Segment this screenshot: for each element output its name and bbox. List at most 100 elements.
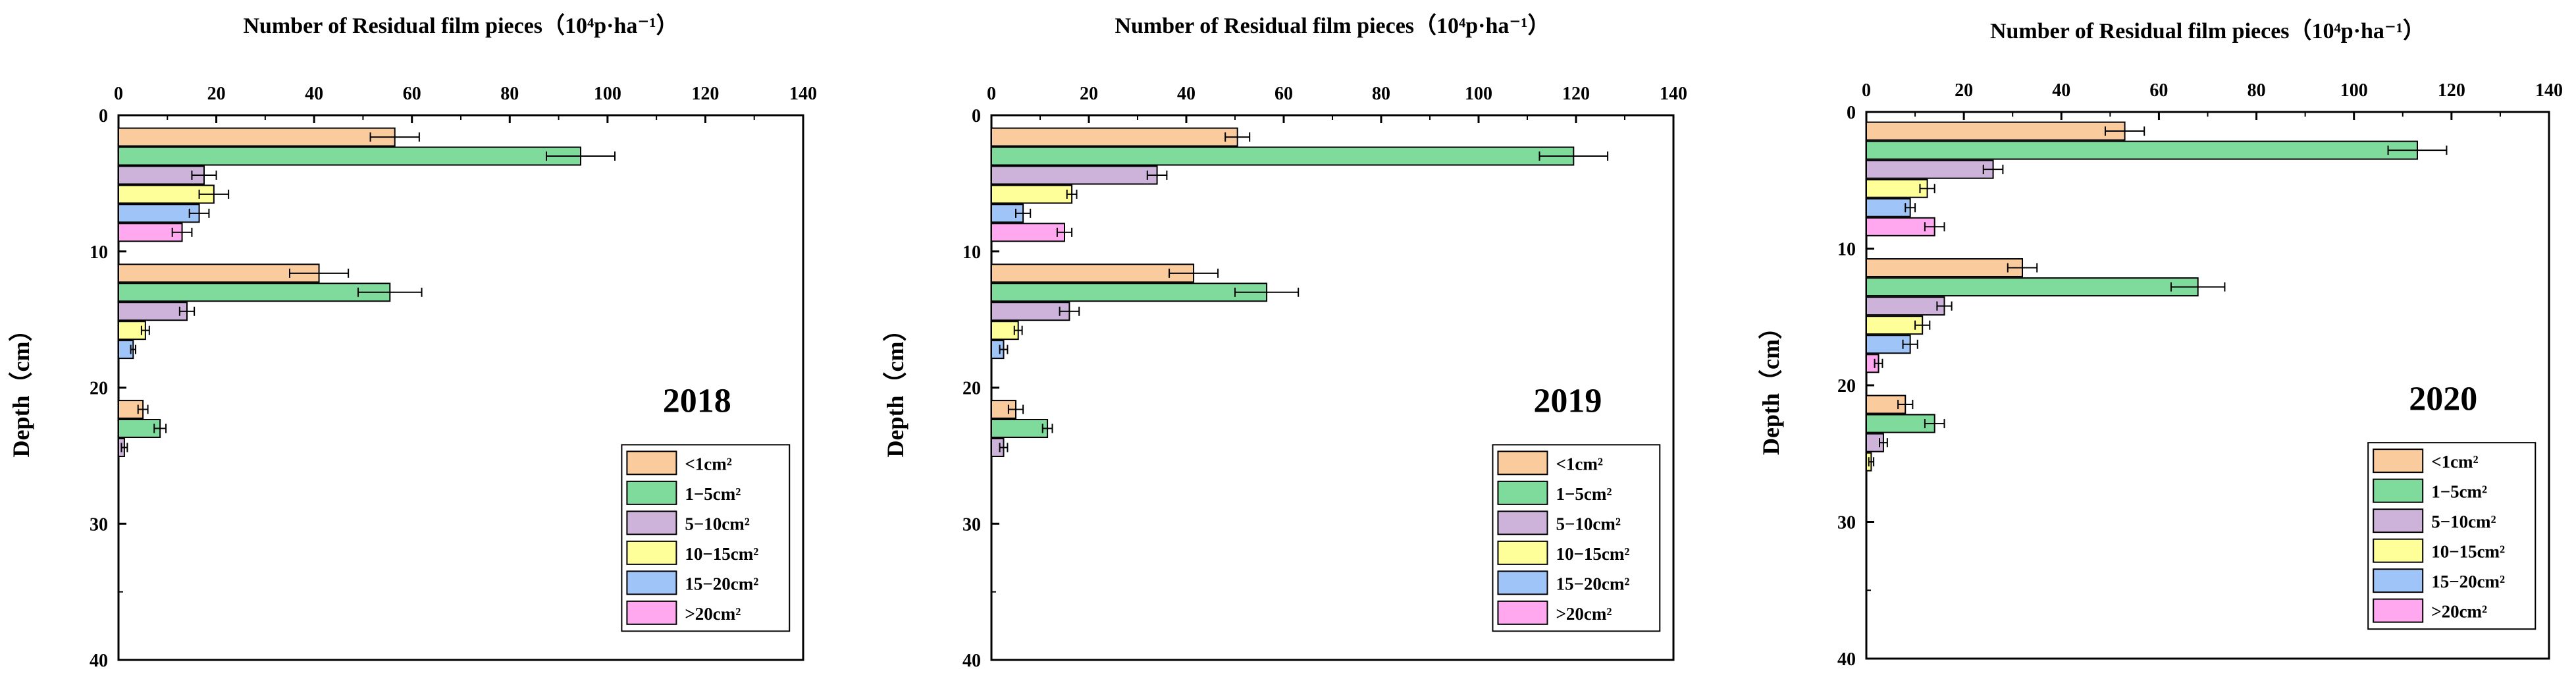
bar-0-0 [1866,121,2126,141]
x-tick-label: 60 [403,84,421,104]
y-tick-label: 40 [962,651,981,671]
legend-swatch [2373,508,2424,533]
bar-0-1 [1866,258,2024,278]
bar-4-0 [991,204,1024,223]
legend-label: 10−15cm² [2431,542,2505,562]
legend-label: 10−15cm² [685,544,758,564]
x-tick-label: 40 [1177,84,1196,104]
bar-2-0 [991,165,1158,185]
bar-1-0 [991,146,1575,166]
legend-box [1492,444,1661,632]
bar-1-1 [118,283,391,302]
x-tick-label: 40 [305,84,323,104]
legend-swatch [1497,600,1548,625]
legend-label: 10−15cm² [1556,544,1629,564]
y-tick-label: 40 [1837,649,1856,670]
bar-1-1 [1866,277,2199,297]
legend-label: >20cm² [1556,604,1612,624]
legend-label: 1−5cm² [685,484,741,504]
y-axis-label: Depth（cm） [8,318,34,458]
bar-2-1 [991,302,1070,321]
y-tick-label: 0 [972,106,981,126]
x-tick-label: 20 [1955,80,1973,101]
y-tick-label: 20 [962,379,981,399]
bar-3-0 [118,184,215,204]
legend-label: >20cm² [2431,602,2487,622]
legend-swatch [2373,478,2424,503]
legend-swatch [1497,450,1548,476]
bar-3-1 [1866,315,1924,335]
year-label: 2018 [663,383,731,420]
legend-label: 15−20cm² [2431,572,2505,591]
bar-1-2 [118,419,161,439]
x-tick-label: 0 [114,84,123,104]
bar-0-0 [118,127,396,147]
legend-label: <1cm² [685,454,731,474]
bar-2-0 [1866,159,1994,179]
legend-label: 1−5cm² [1556,484,1612,504]
legend-swatch [2373,568,2424,593]
y-tick-label: 20 [90,379,108,399]
y-tick-label: 30 [1837,513,1856,533]
bar-3-0 [1866,178,1928,198]
bar-2-1 [1866,296,1945,316]
axis-title: Number of Residual film pieces（10⁴p·ha⁻¹… [1990,18,2425,43]
bar-1-1 [991,283,1268,302]
bar-1-2 [1866,414,1935,433]
legend-swatch [1497,480,1548,505]
legend-label: 15−20cm² [1556,574,1629,593]
x-tick-label: 140 [1660,84,1687,104]
bar-1-0 [1866,140,2419,160]
legend-swatch [1497,570,1548,595]
y-tick-label: 40 [90,651,108,671]
bar-1-2 [991,419,1049,439]
bar-1-0 [118,146,581,166]
bar-4-0 [1866,198,1911,217]
legend-swatch [2373,538,2424,563]
y-axis-label: Depth（cm） [882,318,908,458]
legend-label: 5−10cm² [1556,514,1620,533]
y-tick-label: 20 [1837,376,1856,396]
bar-2-1 [118,302,188,321]
x-tick-label: 80 [2247,80,2266,101]
legend-swatch [626,570,677,595]
x-tick-label: 120 [691,84,719,104]
x-tick-label: 100 [594,84,621,104]
x-tick-label: 0 [1862,80,1871,101]
y-tick-label: 10 [90,242,108,263]
legend-label: 5−10cm² [2431,512,2496,531]
x-tick-label: 20 [207,84,226,104]
legend-label: 5−10cm² [685,514,749,533]
legend-swatch [626,510,677,535]
x-tick-label: 20 [1080,84,1098,104]
bar-0-1 [991,263,1195,283]
bar-5-0 [118,223,183,242]
chart-panel-2018: Number of Residual film pieces（10⁴p·ha⁻¹… [8,13,817,671]
legend-label: <1cm² [2431,452,2478,472]
bar-0-0 [991,127,1238,147]
x-tick-label: 120 [1562,84,1590,104]
x-tick-label: 80 [1372,84,1390,104]
year-label: 2019 [1533,383,1602,420]
legend-swatch [2373,598,2424,623]
legend-swatch [1497,540,1548,565]
x-tick-label: 120 [2438,80,2465,101]
bar-3-0 [991,184,1073,204]
x-tick-label: 100 [1465,84,1492,104]
legend-label: 1−5cm² [2431,482,2487,502]
legend-label: >20cm² [685,604,741,624]
x-tick-label: 60 [2149,80,2168,101]
y-tick-label: 0 [1847,103,1856,123]
bar-5-0 [991,223,1065,242]
legend-swatch [626,600,677,625]
y-tick-label: 30 [90,514,108,535]
x-tick-label: 140 [2535,80,2563,101]
chart-panel-2020: Number of Residual film pieces（10⁴p·ha⁻¹… [1758,18,2563,670]
bar-0-1 [118,263,320,283]
y-tick-label: 10 [962,242,981,263]
x-tick-label: 140 [789,84,817,104]
chart-panel-2019: Number of Residual film pieces（10⁴p·ha⁻¹… [882,13,1687,671]
x-tick-label: 60 [1275,84,1293,104]
legend-box [621,444,791,632]
